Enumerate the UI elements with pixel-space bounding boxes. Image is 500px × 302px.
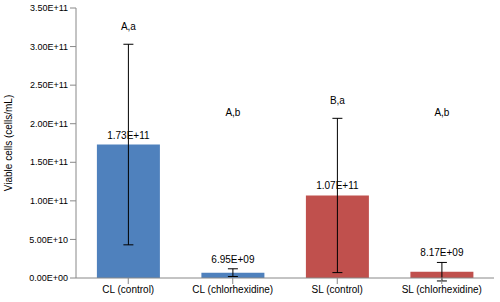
svg-text:B,a: B,a <box>330 95 345 106</box>
svg-text:1.73E+11: 1.73E+11 <box>107 130 150 141</box>
svg-text:5.00E+10: 5.00E+10 <box>29 235 68 245</box>
svg-text:A,b: A,b <box>434 107 449 118</box>
svg-text:0.00E+00: 0.00E+00 <box>29 273 68 283</box>
svg-text:6.95E+09: 6.95E+09 <box>211 254 255 265</box>
svg-text:2.00E+11: 2.00E+11 <box>30 119 68 129</box>
svg-text:Viable cells (cells/mL): Viable cells (cells/mL) <box>8 95 14 192</box>
svg-text:1.00E+11: 1.00E+11 <box>30 196 68 206</box>
svg-text:8.17E+09: 8.17E+09 <box>420 247 464 258</box>
svg-text:2.50E+11: 2.50E+11 <box>30 80 68 90</box>
svg-text:3.00E+11: 3.00E+11 <box>30 42 68 52</box>
svg-text:SL (control): SL (control) <box>312 284 363 295</box>
svg-text:1.50E+11: 1.50E+11 <box>30 157 68 167</box>
svg-text:CL (chlorhexidine): CL (chlorhexidine) <box>192 284 273 295</box>
svg-text:SL (chlorhexidine): SL (chlorhexidine) <box>402 284 482 295</box>
svg-text:CL (control): CL (control) <box>102 284 154 295</box>
svg-text:A,b: A,b <box>225 107 240 118</box>
svg-text:A,a: A,a <box>121 21 136 32</box>
svg-text:3.50E+11: 3.50E+11 <box>30 3 68 13</box>
svg-text:1.07E+11: 1.07E+11 <box>316 180 359 191</box>
